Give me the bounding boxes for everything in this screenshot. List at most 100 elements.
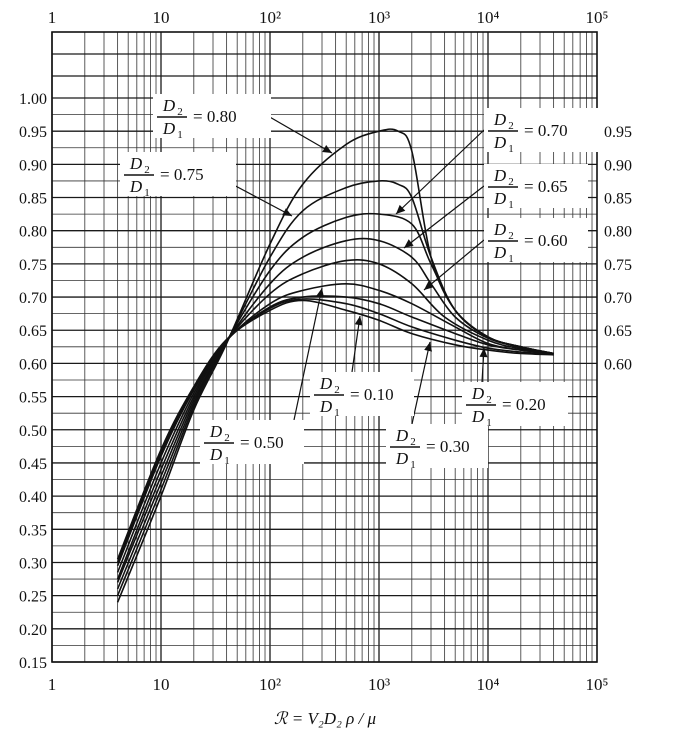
x-tick-labels-top: 1 10 10² 10³ 10⁴ 10⁵: [48, 8, 609, 27]
fraction-value: = 0.50: [240, 433, 284, 452]
y-tick-label-right: 0.85: [604, 191, 632, 208]
y-tick-label-left: 0.80: [19, 224, 47, 241]
fraction-denominator-sub: 1: [144, 187, 150, 199]
x-tick-label-top: 10⁵: [586, 8, 609, 27]
series-curve-6: [116, 295, 554, 567]
fraction-numerator: D: [129, 154, 143, 173]
y-tick-label-left: 0.25: [19, 589, 47, 606]
x-tick-label-top: 10³: [368, 8, 390, 27]
y-tick-label-left: 0.40: [19, 489, 47, 506]
fraction-numerator: D: [493, 110, 507, 129]
x-tick-label-bottom: 10²: [259, 675, 281, 694]
y-tick-label-left: 0.20: [19, 622, 47, 639]
fraction-numerator-sub: 2: [508, 230, 514, 242]
fraction-denominator: D: [493, 189, 507, 208]
x-tick-label-top: 10: [153, 8, 170, 27]
series-label-1: D 2D 1= 0.75: [120, 152, 236, 199]
label-background: [462, 382, 568, 426]
series-curve-3: [116, 237, 554, 583]
label-background: [386, 424, 488, 468]
fraction-numerator-sub: 2: [508, 176, 514, 188]
fraction-numerator-sub: 2: [334, 384, 340, 396]
series-label-4: D 2D 1= 0.60: [484, 218, 588, 265]
y-tick-label-left: 0.85: [19, 191, 47, 208]
y-tick-label-left: 0.45: [19, 456, 47, 473]
fraction-denominator: D: [395, 449, 409, 468]
plot-border: [51, 31, 598, 663]
x-tick-label-top: 1: [48, 8, 57, 27]
arrow-head-3: [404, 239, 414, 248]
y-tick-label-left: 0.70: [19, 290, 47, 307]
x-tick-label-bottom: 10³: [368, 675, 390, 694]
arrow-head-4: [424, 281, 434, 290]
fraction-denominator: D: [209, 445, 223, 464]
y-tick-label-left: 0.90: [19, 157, 47, 174]
fraction-denominator-sub: 1: [508, 253, 514, 265]
x-tick-labels-bottom: 1 10 10² 10³ 10⁴ 10⁵: [48, 675, 609, 694]
fraction-denominator: D: [493, 243, 507, 262]
arrow-head-1: [282, 208, 292, 216]
y-tick-labels-left: 1.00 0.95 0.90 0.85 0.80 0.75 0.70 0.65 0.60 0.55…: [19, 91, 47, 672]
fraction-numerator-sub: 2: [486, 394, 492, 406]
fraction-value: = 0.65: [524, 177, 568, 196]
series-curve-2: [116, 212, 554, 590]
fraction-denominator-sub: 1: [177, 129, 183, 141]
fraction-denominator-sub: 1: [508, 199, 514, 211]
fraction-numerator: D: [493, 166, 507, 185]
series-curve-8: [116, 299, 554, 560]
fraction-denominator: D: [319, 397, 333, 416]
series-label-0: D 2D 1= 0.80: [153, 94, 271, 141]
series-label-2: D 2D 1= 0.70: [484, 108, 602, 155]
series-label-6: D 2D 1= 0.10: [310, 372, 414, 419]
fraction-denominator-sub: 1: [410, 459, 416, 471]
series-label-7: D 2D 1= 0.30: [386, 424, 488, 471]
fraction-denominator: D: [162, 119, 176, 138]
fraction-denominator-sub: 1: [486, 417, 492, 429]
fraction-value: = 0.30: [426, 437, 470, 456]
y-tick-labels-right: 0.95 0.90 0.85 0.80 0.75 0.70 0.65 0.60: [604, 124, 632, 373]
label-background: [200, 420, 304, 464]
fraction-value: = 0.70: [524, 121, 568, 140]
y-tick-label-right: 0.65: [604, 323, 632, 340]
x-tick-label-top: 10⁴: [477, 8, 500, 27]
y-tick-label-right: 0.90: [604, 157, 632, 174]
fraction-denominator: D: [129, 177, 143, 196]
arrow-head-2: [396, 204, 406, 214]
fraction-denominator: D: [493, 133, 507, 152]
fraction-numerator: D: [162, 96, 176, 115]
y-tick-label-left: 0.35: [19, 522, 47, 539]
series-label-5: D 2D 1= 0.50: [200, 420, 304, 467]
label-background: [120, 152, 236, 196]
arrow-head-8: [479, 348, 488, 358]
fraction-numerator: D: [493, 220, 507, 239]
fraction-denominator-sub: 1: [334, 407, 340, 419]
series-curve-4: [116, 259, 554, 580]
arrow-head-6: [354, 316, 363, 326]
label-background: [484, 164, 588, 208]
label-background: [153, 94, 271, 138]
fraction-numerator-sub: 2: [224, 432, 230, 444]
y-tick-label-right: 0.95: [604, 124, 632, 141]
y-tick-label-left: 0.30: [19, 555, 47, 572]
label-leader-6: [351, 315, 361, 373]
fraction-numerator: D: [395, 426, 409, 445]
label-leader-3: [403, 185, 485, 249]
label-background: [484, 108, 602, 152]
y-tick-label-left: 1.00: [19, 91, 47, 108]
arrow-head-7: [424, 342, 432, 352]
x-axis-label: ℛ = V₂D₂ ρ / μ: [274, 709, 376, 728]
y-tick-label-right: 0.75: [604, 257, 632, 274]
y-tick-label-left: 0.60: [19, 356, 47, 373]
fraction-value: = 0.20: [502, 395, 546, 414]
fraction-value: = 0.60: [524, 231, 568, 250]
y-tick-label-right: 0.60: [604, 356, 632, 373]
plot-frame: [51, 31, 598, 663]
fraction-value: = 0.10: [350, 385, 394, 404]
fraction-numerator: D: [471, 384, 485, 403]
x-tick-label-bottom: 10⁴: [477, 675, 500, 694]
label-leader-2: [395, 129, 485, 215]
y-tick-label-left: 0.95: [19, 124, 47, 141]
y-tick-label-right: 0.70: [604, 290, 632, 307]
fraction-numerator: D: [209, 422, 223, 441]
